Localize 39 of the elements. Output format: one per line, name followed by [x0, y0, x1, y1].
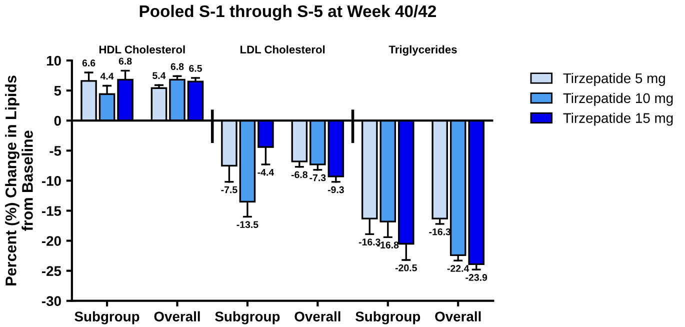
data-label: -22.4: [447, 265, 470, 272]
y-tick-label: -25: [42, 266, 62, 276]
x-tick-label: Overall: [154, 311, 200, 322]
text: Triglycerides: [388, 45, 457, 56]
data-label: -6.8: [291, 171, 308, 178]
data-label: -9.3: [328, 186, 344, 194]
y-tick-label: -30: [42, 296, 61, 306]
legend-label: Tirzepatide 15 mg: [563, 112, 673, 126]
y-tick-label: -15: [42, 206, 62, 216]
data-label: 6.8: [118, 58, 132, 65]
chart-title: Pooled S-1 through S-5 at Week 40/42: [140, 4, 436, 21]
data-label: -16.3: [429, 228, 451, 236]
data-label: -7.5: [221, 186, 238, 194]
y-tick-label: -20: [42, 236, 61, 246]
y-tick-label: 10: [46, 56, 61, 66]
legend-label: Tirzepatide 5 mg: [563, 72, 665, 86]
data-label: 4.4: [100, 72, 114, 80]
y-tick-label: -5: [50, 146, 62, 156]
data-label: -13.5: [236, 221, 258, 228]
y-axis-title: Percent (%) Change in Lipids from Baseline: [5, 76, 33, 286]
data-label: 6.6: [82, 60, 96, 66]
text: LDL Cholesterol: [240, 45, 325, 54]
x-tick-label: Overall: [435, 311, 481, 322]
legend-label: Tirzepatide 10 mg: [563, 92, 673, 106]
text: HDL Cholesterol: [99, 45, 185, 54]
data-label: -7.3: [310, 174, 326, 182]
data-label: -4.4: [258, 168, 274, 176]
data-label: 6.8: [170, 63, 184, 70]
data-label: 6.5: [189, 64, 202, 72]
x-tick-label: Overall: [294, 311, 340, 322]
x-tick-label: Subgroup: [215, 311, 280, 324]
y-tick-label: 5: [54, 86, 62, 96]
x-tick-label: Subgroup: [74, 311, 140, 324]
data-label: 5.4: [152, 72, 166, 80]
y-tick-label: -10: [42, 176, 61, 186]
x-tick-label: Subgroup: [355, 311, 420, 324]
data-label: -20.5: [395, 264, 417, 272]
y-tick-label: 0: [54, 116, 61, 126]
data-label: -23.9: [466, 274, 488, 281]
